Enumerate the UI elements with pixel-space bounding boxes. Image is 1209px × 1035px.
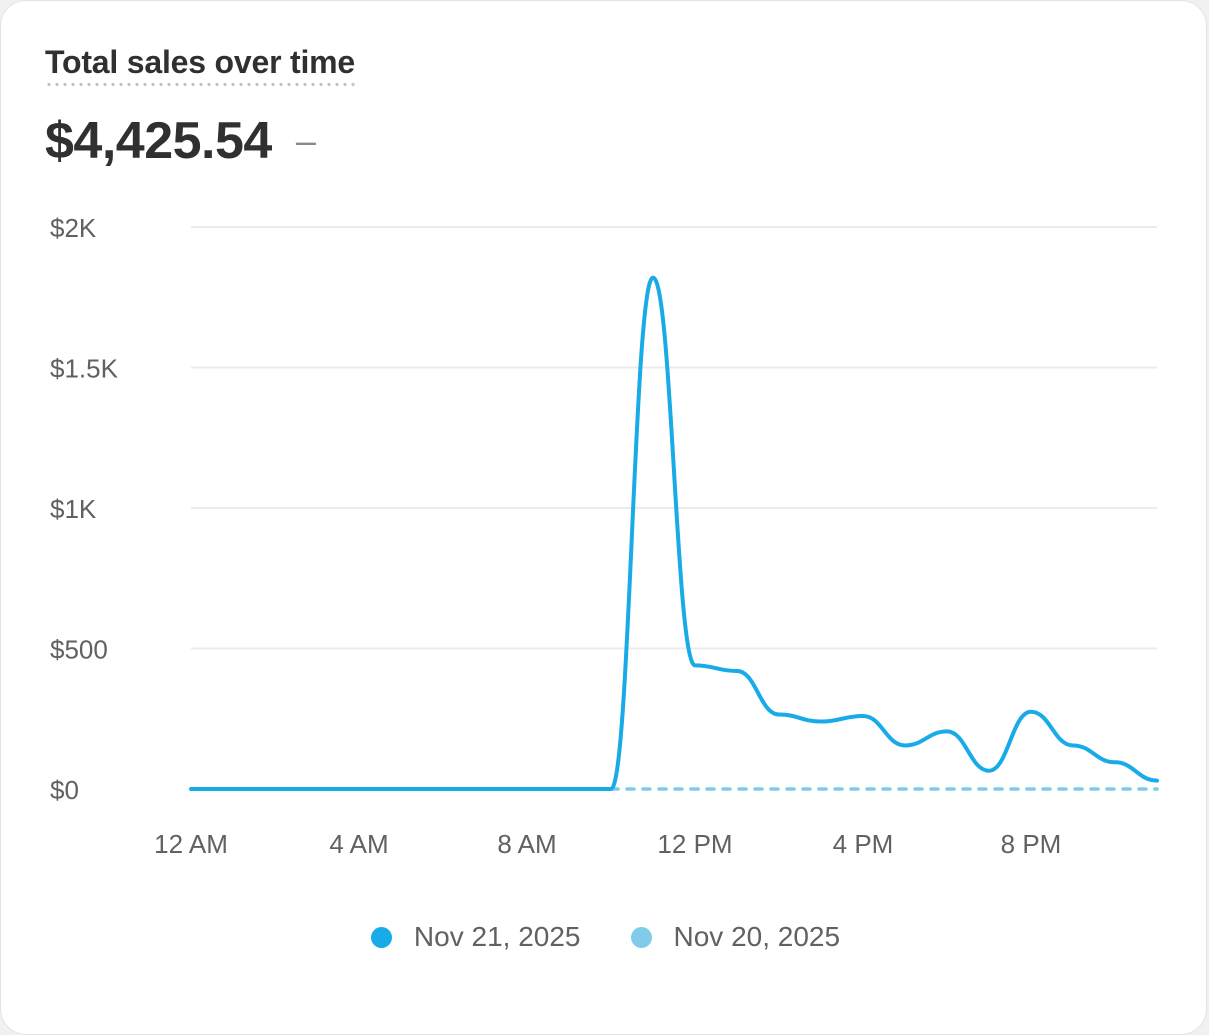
legend-label-previous: Nov 20, 2025 bbox=[673, 921, 841, 952]
legend-item-current[interactable]: Nov 21, 2025 bbox=[370, 921, 581, 953]
legend-item-previous[interactable]: Nov 20, 2025 bbox=[630, 921, 841, 953]
y-tick-label: $1K bbox=[50, 494, 97, 524]
x-tick-label: 8 PM bbox=[1001, 829, 1062, 859]
x-tick-label: 4 AM bbox=[329, 829, 388, 859]
series-line-current bbox=[189, 275, 1159, 791]
chart-legend: Nov 21, 2025 Nov 20, 2025 bbox=[1, 921, 1209, 953]
y-tick-label: $500 bbox=[50, 635, 108, 665]
total-value: $4,425.54 bbox=[45, 112, 272, 170]
total-row: $4,425.54 – bbox=[45, 111, 316, 171]
x-tick-label: 8 AM bbox=[497, 829, 556, 859]
sales-line-chart[interactable]: $0 $500 $1K $1.5K $2K 12 AM 4 AM 8 AM 12 PM 4 PM 8… bbox=[1, 1, 1209, 901]
card-title[interactable]: Total sales over time bbox=[45, 44, 355, 87]
x-tick-label: 12 AM bbox=[154, 829, 228, 859]
x-tick-label: 4 PM bbox=[833, 829, 894, 859]
y-tick-label: $2K bbox=[50, 213, 97, 243]
legend-dot-previous-icon bbox=[630, 926, 652, 948]
legend-label-current: Nov 21, 2025 bbox=[413, 921, 581, 952]
x-tick-label: 12 PM bbox=[657, 829, 732, 859]
y-tick-label: $0 bbox=[50, 775, 79, 805]
y-tick-label: $1.5K bbox=[50, 354, 119, 384]
change-indicator: – bbox=[295, 120, 316, 161]
legend-dot-current-icon bbox=[370, 926, 392, 948]
